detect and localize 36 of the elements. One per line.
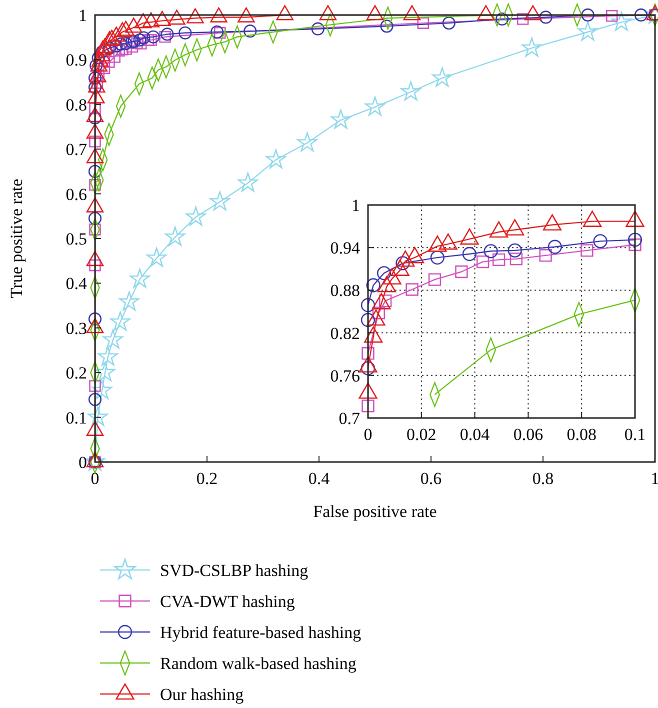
y-tick-label: 0.8 [66,95,87,114]
legend-label: Random walk-based hashing [160,654,357,673]
legend-label: Hybrid feature-based hashing [160,622,362,642]
y-tick-label: 0.4 [66,274,88,294]
y-tick-label: 1 [78,6,87,25]
legend-label: CVA-DWT hashing [160,592,296,611]
y-tick-label: 0.76 [330,366,360,386]
y-tick-label: 0 [78,452,87,472]
y-tick-label: 0.7 [66,140,88,160]
y-tick-label: 0.94 [330,238,360,258]
x-tick-label: 0.2 [196,469,218,488]
y-tick-label: 1 [352,196,360,215]
y-tick-label: 0.6 [66,184,87,204]
y-tick-label: 0.2 [66,364,87,383]
x-tick-label: 0.6 [420,469,442,488]
x-tick-label: 0.08 [566,425,596,444]
legend-label: SVD-CSLBP hashing [160,560,309,580]
x-tick-label: 0.06 [513,425,544,444]
y-axis-title: True positive rate [7,178,26,298]
y-tick-label: 0.88 [330,281,360,300]
y-tick-label: 0.3 [66,318,87,338]
x-tick-label: 0.8 [532,469,554,488]
x-tick-label: 0 [364,425,372,444]
y-tick-label: 0.1 [66,408,87,428]
y-tick-label: 0.9 [66,50,87,70]
x-tick-label: 1 [650,469,658,488]
legend-label: Our hashing [160,684,244,704]
x-tick-label: 0.4 [308,469,330,488]
y-tick-label: 0.7 [338,408,360,428]
x-tick-label: 0.1 [624,425,646,444]
y-tick-label: 0.5 [66,229,87,248]
x-tick-label: 0 [90,469,100,488]
y-tick-label: 0.82 [330,324,360,343]
x-tick-label: 0.04 [460,425,490,444]
x-axis-title: False positive rate [313,502,437,521]
x-tick-label: 0.02 [406,425,436,444]
